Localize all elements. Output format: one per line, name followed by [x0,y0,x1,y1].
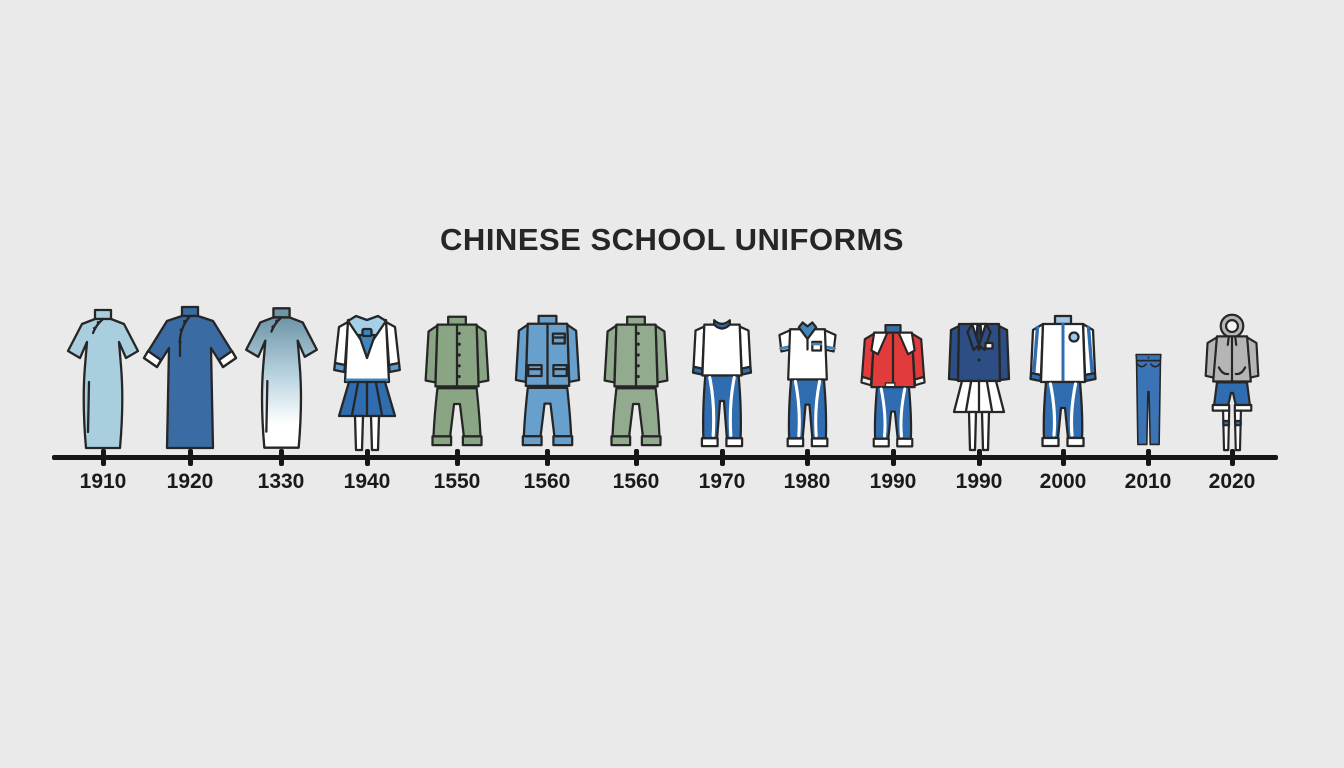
year-label: 1550 [433,470,481,493]
mao-suit-green-illustration [402,305,512,452]
tick-mark [278,449,284,466]
year-label: 1920 [166,470,214,493]
year-label: 1910 [79,470,127,493]
tick-mark [454,449,460,466]
tick-mark [187,449,193,466]
mao-suit-green-2-illustration [581,305,691,452]
tick-mark [364,449,370,466]
sailor-uniform-illustration [312,302,422,452]
tick-mark [1060,449,1066,466]
year-label: 1330 [257,470,305,493]
tick-mark [100,449,106,466]
changshan-robe-illustration [135,302,245,452]
red-track-jacket-illustration [838,311,948,452]
year-label: 1990 [955,470,1003,493]
qipao-gradient-illustration [226,300,336,452]
year-label: 1940 [343,470,391,493]
tick-mark [804,449,810,466]
year-label: 2020 [1208,470,1256,493]
year-label: 1970 [698,470,746,493]
tick-mark [544,449,550,466]
tick-mark [976,449,982,466]
tick-mark [633,449,639,466]
blazer-and-skirt-illustration [924,302,1034,452]
hoodie-and-shorts-illustration [1177,311,1287,452]
tick-mark [719,449,725,466]
year-label: 1990 [869,470,917,493]
polo-tracksuit-illustration [752,307,862,452]
year-label: 1560 [612,470,660,493]
tick-mark [1229,449,1235,466]
timeline-axis [52,455,1278,460]
mao-suit-blue-illustration [492,304,602,452]
tick-mark [890,449,896,466]
year-label: 1980 [783,470,831,493]
tick-mark [1145,449,1151,466]
white-track-jacket-illustration [1008,302,1118,452]
year-label: 2000 [1039,470,1087,493]
year-label: 2010 [1124,470,1172,493]
jeans-illustration [1093,349,1203,452]
page-title: CHINESE SCHOOL UNIFORMS [440,222,904,257]
year-label: 1560 [523,470,571,493]
tracksuit-white-top-illustration [667,305,777,452]
qipao-illustration [48,302,158,452]
